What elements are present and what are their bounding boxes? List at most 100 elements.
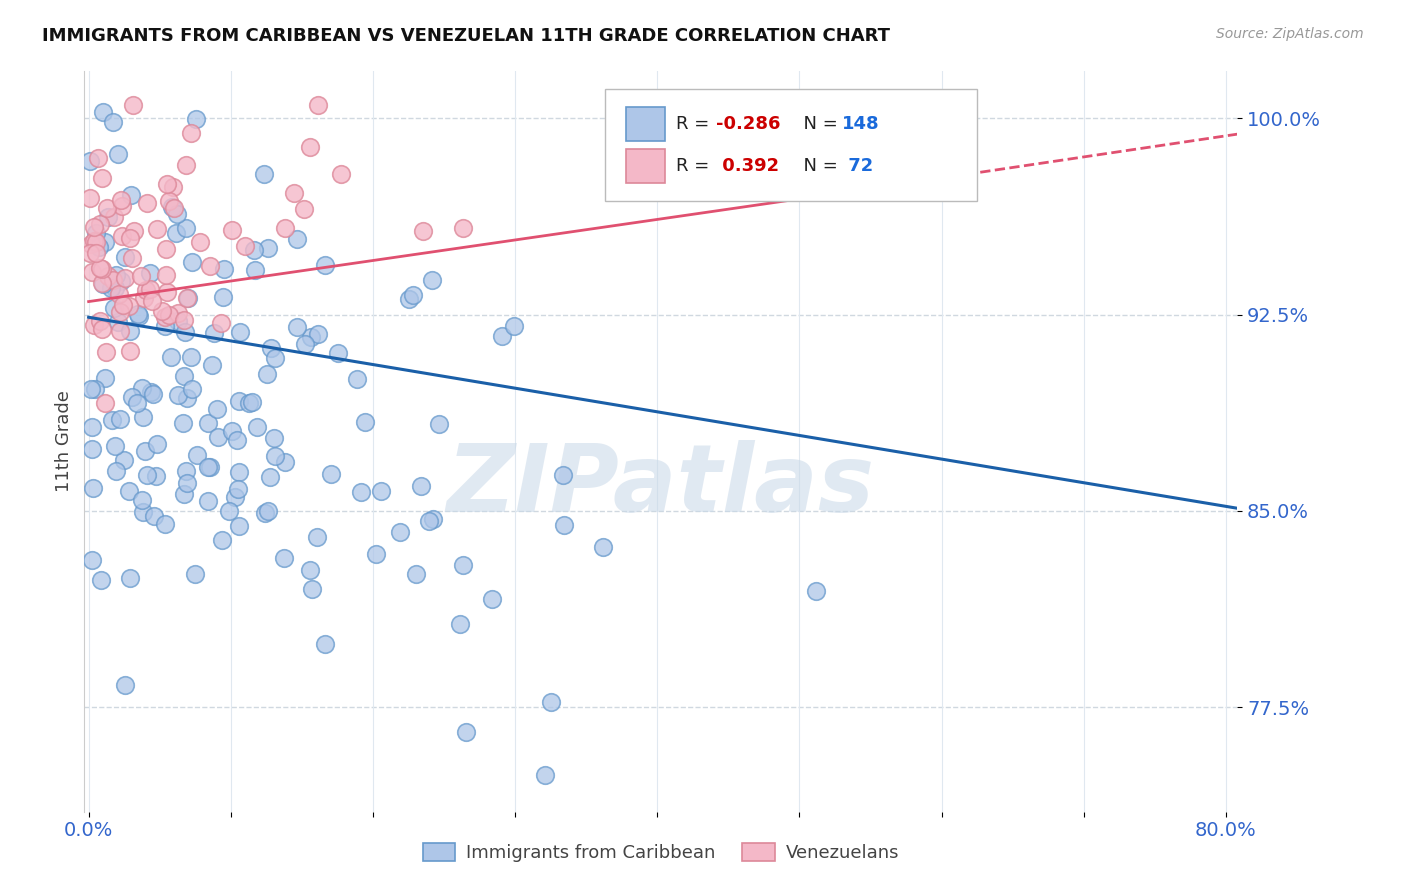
Point [246, 419, 269, 434]
Point [90, 322, 112, 336]
Point [167, 388, 190, 402]
Point [197, 494, 219, 508]
Point [273, 551, 295, 566]
Point [299, 563, 322, 577]
Point [201, 358, 224, 372]
Point [420, 273, 443, 287]
Point [132, 292, 155, 306]
Point [481, 592, 503, 607]
Point [173, 325, 195, 339]
Point [188, 235, 211, 249]
Point [145, 469, 167, 483]
Point [173, 368, 195, 383]
Point [131, 381, 153, 395]
Point [79, 191, 101, 205]
Text: 148: 148 [842, 115, 880, 133]
Point [366, 547, 388, 561]
Point [91, 105, 114, 120]
Point [253, 168, 276, 182]
Point [299, 329, 322, 343]
Point [93, 396, 115, 410]
Point [118, 299, 141, 313]
Point [90, 276, 112, 290]
Point [100, 413, 122, 427]
Point [274, 221, 297, 235]
Point [153, 310, 176, 325]
Point [89, 217, 111, 231]
Point [157, 308, 180, 322]
Point [101, 114, 124, 128]
Point [94, 370, 117, 384]
Point [94, 345, 117, 359]
Point [207, 402, 229, 417]
Point [103, 210, 125, 224]
Point [84, 226, 107, 240]
Point [79, 153, 101, 168]
Point [135, 283, 157, 297]
Point [104, 439, 127, 453]
Text: ZIPatlas: ZIPatlas [447, 440, 875, 532]
Point [108, 324, 131, 338]
Point [257, 241, 280, 255]
Point [134, 444, 156, 458]
Point [228, 465, 250, 479]
Point [121, 391, 143, 405]
Point [806, 584, 828, 599]
Point [80, 382, 103, 396]
Point [118, 344, 141, 359]
Point [402, 287, 425, 301]
Point [405, 567, 427, 582]
Point [131, 493, 153, 508]
Point [553, 517, 575, 532]
Point [346, 372, 368, 386]
Point [184, 567, 207, 582]
Point [540, 695, 562, 709]
Point [105, 268, 128, 282]
Point [326, 346, 349, 360]
Point [82, 442, 104, 456]
Point [101, 273, 124, 287]
Point [177, 291, 200, 305]
Point [197, 460, 219, 475]
Point [218, 504, 240, 518]
Point [263, 351, 285, 365]
Point [209, 316, 232, 330]
Point [314, 637, 336, 651]
Point [307, 98, 329, 112]
Point [128, 309, 150, 323]
Point [307, 326, 329, 341]
Point [79, 246, 101, 260]
Point [107, 147, 129, 161]
Point [298, 140, 321, 154]
Point [243, 243, 266, 257]
Point [254, 507, 277, 521]
Text: 0.392: 0.392 [716, 157, 779, 175]
Y-axis label: 11th Grade: 11th Grade [55, 391, 73, 492]
Point [153, 319, 176, 334]
Point [100, 281, 122, 295]
Point [160, 350, 183, 364]
Point [592, 540, 614, 554]
Point [131, 409, 153, 424]
Point [136, 195, 159, 210]
Text: -0.286: -0.286 [716, 115, 780, 133]
Point [122, 98, 145, 112]
Point [97, 210, 120, 224]
Point [207, 430, 229, 444]
Point [118, 571, 141, 585]
Point [155, 268, 177, 282]
Point [285, 320, 308, 334]
Point [198, 259, 221, 273]
Text: N =: N = [792, 157, 844, 175]
Point [256, 367, 278, 381]
Point [412, 224, 434, 238]
Text: N =: N = [792, 115, 844, 133]
Point [135, 467, 157, 482]
Point [80, 265, 103, 279]
Point [221, 223, 243, 237]
Point [142, 386, 165, 401]
Point [349, 484, 371, 499]
Point [238, 396, 260, 410]
Point [96, 201, 118, 215]
Point [111, 298, 134, 312]
